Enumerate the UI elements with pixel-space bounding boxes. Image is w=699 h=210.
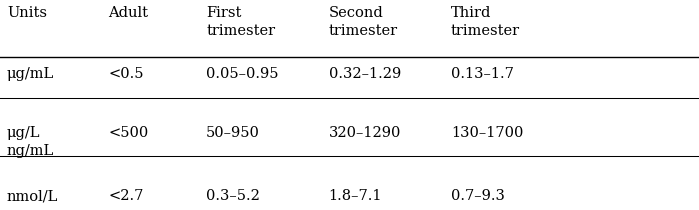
Text: 0.7–9.3: 0.7–9.3 bbox=[451, 189, 505, 203]
Text: 0.3–5.2: 0.3–5.2 bbox=[206, 189, 260, 203]
Text: <0.5: <0.5 bbox=[108, 67, 144, 81]
Text: First
trimester: First trimester bbox=[206, 6, 275, 38]
Text: 130–1700: 130–1700 bbox=[451, 126, 524, 140]
Text: Units: Units bbox=[7, 6, 47, 20]
Text: 0.32–1.29: 0.32–1.29 bbox=[329, 67, 401, 81]
Text: 50–950: 50–950 bbox=[206, 126, 260, 140]
Text: Third
trimester: Third trimester bbox=[451, 6, 520, 38]
Text: Second
trimester: Second trimester bbox=[329, 6, 398, 38]
Text: nmol/L: nmol/L bbox=[7, 189, 58, 203]
Text: 0.05–0.95: 0.05–0.95 bbox=[206, 67, 279, 81]
Text: <500: <500 bbox=[108, 126, 149, 140]
Text: 1.8–7.1: 1.8–7.1 bbox=[329, 189, 382, 203]
Text: μg/mL: μg/mL bbox=[7, 67, 55, 81]
Text: 0.13–1.7: 0.13–1.7 bbox=[451, 67, 514, 81]
Text: 320–1290: 320–1290 bbox=[329, 126, 401, 140]
Text: μg/L
ng/mL: μg/L ng/mL bbox=[7, 126, 55, 158]
Text: <2.7: <2.7 bbox=[108, 189, 144, 203]
Text: Adult: Adult bbox=[108, 6, 148, 20]
